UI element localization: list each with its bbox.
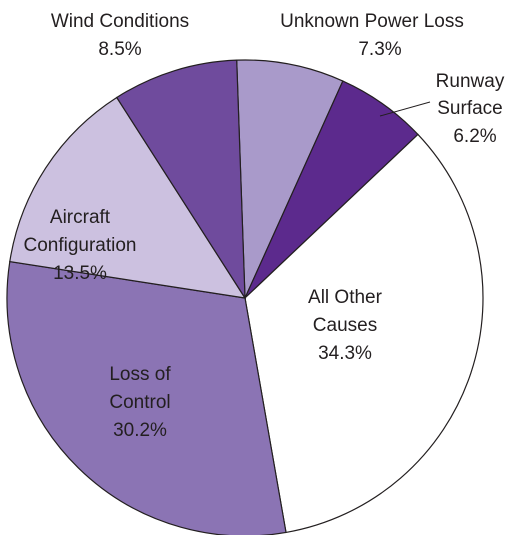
pie-slice (9, 96, 247, 299)
pie-slice (244, 133, 484, 534)
slice-label: Wind Conditions (51, 11, 189, 32)
slice-label: Loss of Control (109, 364, 171, 413)
slice-label: Aircraft Configuration (23, 207, 136, 256)
value-label: 7.3% (358, 39, 401, 60)
slice-label: Runway Surface (436, 71, 505, 119)
pie-slice (236, 59, 344, 299)
value-label: 13.5% (53, 263, 107, 284)
pie-slice (6, 260, 287, 535)
value-label: 6.2% (453, 126, 496, 147)
leader-line (379, 101, 431, 117)
slices (6, 59, 484, 535)
slice-label: Unknown Power Loss (280, 11, 464, 32)
pie-slice (115, 59, 246, 301)
value-label: 34.3% (318, 343, 372, 364)
value-label: 30.2% (113, 420, 167, 441)
slice-label: All Other Causes (308, 287, 383, 336)
value-label: 8.5% (98, 39, 141, 60)
